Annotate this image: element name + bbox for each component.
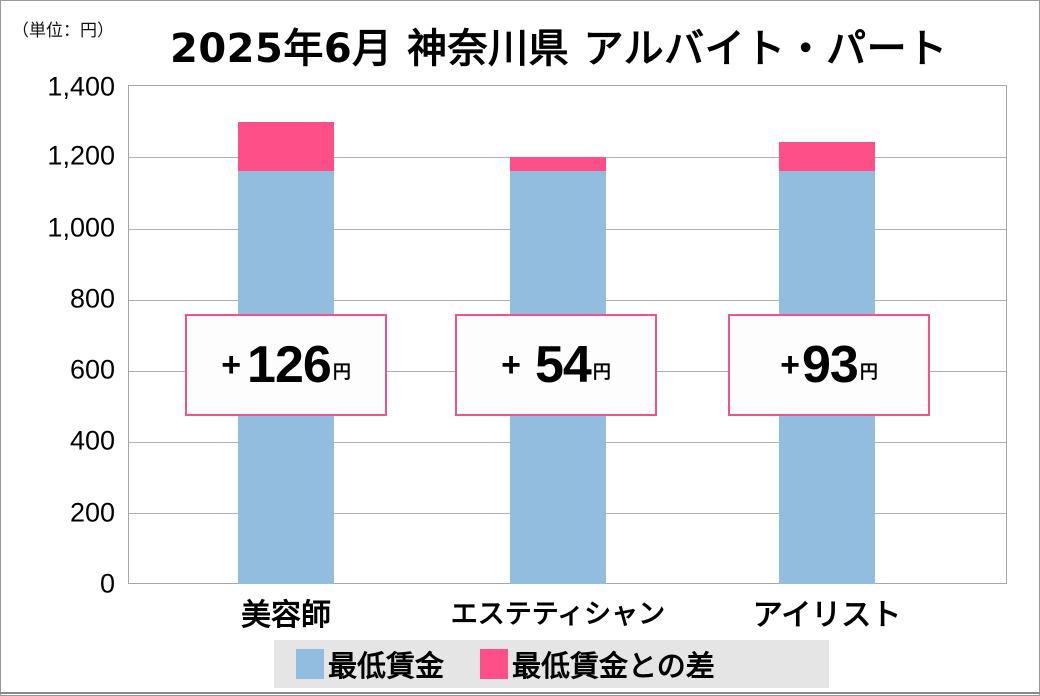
plus-sign: +	[221, 345, 242, 384]
y-tick-800: 800	[69, 283, 115, 314]
callout-eyelist: + 93 円	[728, 314, 930, 416]
bar-segment-diff	[510, 157, 606, 171]
x-label-esthetician: エステティシャン	[450, 599, 666, 630]
bar-segment-diff	[238, 122, 334, 171]
y-tick-0: 0	[99, 568, 115, 599]
yen-unit: 円	[332, 362, 351, 382]
diff-value: 93	[802, 336, 859, 394]
legend: 最低賃金 最低賃金との差	[274, 640, 829, 688]
y-tick-400: 400	[69, 425, 115, 456]
legend-label: 最低賃金との差	[512, 649, 715, 683]
legend-item-diff: 最低賃金との差	[480, 643, 715, 685]
legend-item-minimum-wage: 最低賃金	[296, 643, 444, 685]
y-tick-1000: 1,000	[47, 212, 115, 243]
swatch-blue-icon	[296, 649, 324, 679]
yen-unit: 円	[859, 362, 878, 382]
plus-sign: +	[780, 345, 800, 384]
unit-label: （単位：円）	[12, 21, 114, 41]
x-label-eyelist: アイリスト	[752, 598, 902, 633]
y-tick-1400: 1,400	[47, 71, 115, 102]
swatch-pink-icon	[480, 649, 509, 679]
y-tick-600: 600	[69, 354, 115, 385]
bar-segment-diff	[779, 142, 875, 171]
callout-esthetician: + 54 円	[455, 314, 657, 416]
chart-title: 2025年6月 神奈川県 アルバイト・パート	[170, 26, 948, 72]
y-tick-200: 200	[69, 497, 115, 528]
callout-biyoushi: + 126 円	[185, 314, 387, 416]
yen-unit: 円	[592, 362, 611, 382]
plus-sign: +	[501, 345, 521, 384]
diff-value: 54	[535, 336, 592, 394]
bottom-border	[0, 692, 1040, 694]
y-tick-1200: 1,200	[47, 140, 115, 171]
x-label-biyoushi: 美容師	[241, 598, 331, 633]
diff-value: 126	[247, 336, 332, 394]
legend-label: 最低賃金	[328, 649, 445, 683]
